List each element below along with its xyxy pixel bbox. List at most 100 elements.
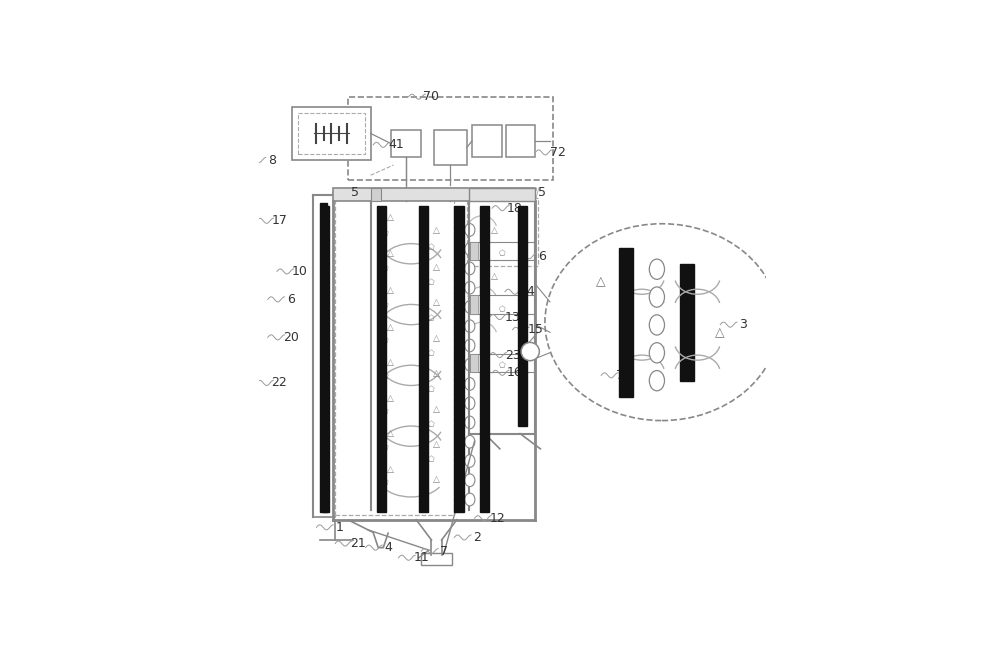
Text: 21: 21 — [350, 537, 366, 550]
Bar — [470, 353, 478, 372]
Text: ⬠: ⬠ — [499, 305, 506, 314]
Text: △: △ — [387, 429, 394, 438]
Ellipse shape — [465, 301, 475, 313]
Text: 3: 3 — [739, 318, 747, 331]
Ellipse shape — [465, 243, 475, 255]
Text: ⬠: ⬠ — [382, 407, 388, 417]
Bar — [335, 198, 454, 515]
Ellipse shape — [465, 493, 475, 506]
Bar — [371, 188, 381, 201]
Text: 10: 10 — [292, 265, 308, 278]
Bar — [323, 205, 329, 512]
Ellipse shape — [465, 455, 475, 467]
Bar — [454, 205, 464, 512]
Text: △: △ — [491, 226, 498, 236]
Bar — [506, 124, 535, 157]
Text: ⬠: ⬠ — [428, 278, 435, 287]
Ellipse shape — [465, 262, 475, 275]
Text: 22: 22 — [272, 376, 287, 390]
Bar — [419, 205, 428, 512]
Ellipse shape — [465, 416, 475, 429]
Text: △: △ — [491, 272, 498, 281]
Text: 2: 2 — [473, 531, 481, 544]
Text: ⬠: ⬠ — [382, 372, 388, 381]
Bar — [469, 188, 535, 201]
Bar — [467, 198, 538, 266]
Text: ⬠: ⬠ — [428, 384, 435, 393]
Text: △: △ — [433, 299, 440, 307]
Text: ⬠: ⬠ — [499, 249, 506, 258]
Bar — [518, 205, 527, 426]
Bar — [333, 188, 535, 201]
Ellipse shape — [465, 359, 475, 371]
Text: 23: 23 — [505, 349, 520, 362]
Ellipse shape — [649, 370, 664, 391]
Text: △: △ — [387, 358, 394, 367]
Text: ⬠: ⬠ — [499, 361, 506, 370]
Text: 11: 11 — [413, 551, 429, 565]
Text: △: △ — [433, 263, 440, 272]
Ellipse shape — [465, 339, 475, 352]
Text: ⬠: ⬠ — [382, 443, 388, 452]
Text: 6: 6 — [538, 250, 546, 263]
Text: 14: 14 — [520, 286, 536, 298]
Bar — [348, 97, 553, 180]
Circle shape — [521, 342, 539, 361]
Ellipse shape — [545, 224, 779, 420]
Text: △: △ — [433, 440, 440, 449]
Ellipse shape — [465, 474, 475, 486]
Text: ⬠: ⬠ — [428, 420, 435, 429]
Text: △: △ — [715, 326, 725, 339]
Ellipse shape — [465, 320, 475, 332]
Bar — [377, 205, 386, 512]
Ellipse shape — [465, 397, 475, 409]
Text: △: △ — [387, 393, 394, 403]
Ellipse shape — [465, 436, 475, 448]
Ellipse shape — [649, 259, 664, 280]
Text: 72: 72 — [550, 146, 566, 159]
Bar — [472, 124, 502, 157]
Text: △: △ — [387, 322, 394, 332]
Ellipse shape — [649, 343, 664, 363]
Text: ⬠: ⬠ — [428, 349, 435, 358]
Bar — [619, 247, 633, 397]
Text: △: △ — [433, 474, 440, 484]
Text: 20: 20 — [283, 331, 299, 344]
Text: △: △ — [387, 213, 394, 222]
Text: 12: 12 — [489, 512, 505, 524]
Bar — [470, 353, 534, 372]
Bar — [680, 264, 694, 381]
Text: ⬠: ⬠ — [428, 455, 435, 465]
Bar — [298, 113, 365, 154]
Text: 16: 16 — [507, 367, 523, 379]
Text: 15: 15 — [527, 323, 543, 336]
Text: 13: 13 — [505, 311, 520, 324]
Bar — [391, 130, 421, 157]
Text: 6: 6 — [287, 293, 295, 306]
Bar — [421, 553, 452, 565]
Text: ⬠: ⬠ — [382, 301, 388, 310]
Text: △: △ — [433, 369, 440, 378]
Ellipse shape — [465, 282, 475, 294]
Bar — [470, 242, 534, 261]
Text: ⬠: ⬠ — [382, 478, 388, 488]
Bar — [470, 295, 478, 314]
Ellipse shape — [649, 287, 664, 307]
Text: ⬠: ⬠ — [382, 229, 388, 238]
Text: ⬠: ⬠ — [382, 336, 388, 345]
Text: 1: 1 — [335, 521, 343, 534]
Text: △: △ — [387, 249, 394, 258]
Bar — [434, 130, 467, 165]
Ellipse shape — [649, 315, 664, 335]
Text: ⬠: ⬠ — [428, 243, 435, 251]
Text: △: △ — [387, 286, 394, 295]
Bar — [470, 295, 534, 314]
Text: ⬠: ⬠ — [382, 265, 388, 274]
Text: 41: 41 — [388, 138, 404, 151]
Bar — [292, 107, 371, 160]
Text: 70: 70 — [423, 90, 439, 103]
Text: 7: 7 — [440, 545, 448, 558]
Text: 17: 17 — [271, 215, 287, 227]
Text: 8: 8 — [268, 153, 276, 166]
Text: ⬠: ⬠ — [428, 314, 435, 322]
